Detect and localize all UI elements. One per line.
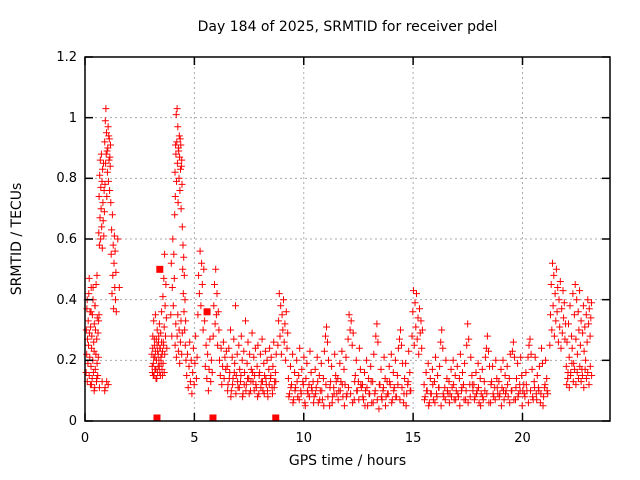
scatter-square-marker [203,308,211,316]
scatter-square-marker [272,414,280,422]
chart-title: Day 184 of 2025, SRMTID for receiver pde… [197,19,498,35]
y-tick-label: 1.2 [56,50,77,65]
y-axis-title: SRMTID / TECUs [9,182,25,296]
scatter-square-marker [156,265,164,273]
y-tick-label: 0.2 [56,353,77,369]
x-tick-label: 20 [514,431,531,446]
x-tick-label: 0 [80,431,90,446]
y-tick-label: 1 [68,110,77,126]
x-tick-label: 10 [295,431,313,446]
x-tick-label: 15 [404,431,422,446]
y-tick-label: 0 [68,414,77,429]
x-axis-title: GPS time / hours [288,453,407,469]
scatter-plus-markers [82,105,596,413]
y-tick-label: 0.8 [56,171,77,187]
y-tick-label: 0.4 [56,292,77,308]
scatter-square-marker [153,414,161,422]
y-tick-label: 0.6 [56,232,77,247]
scatter-square-marker [209,414,217,422]
x-tick-label: 5 [190,431,199,446]
